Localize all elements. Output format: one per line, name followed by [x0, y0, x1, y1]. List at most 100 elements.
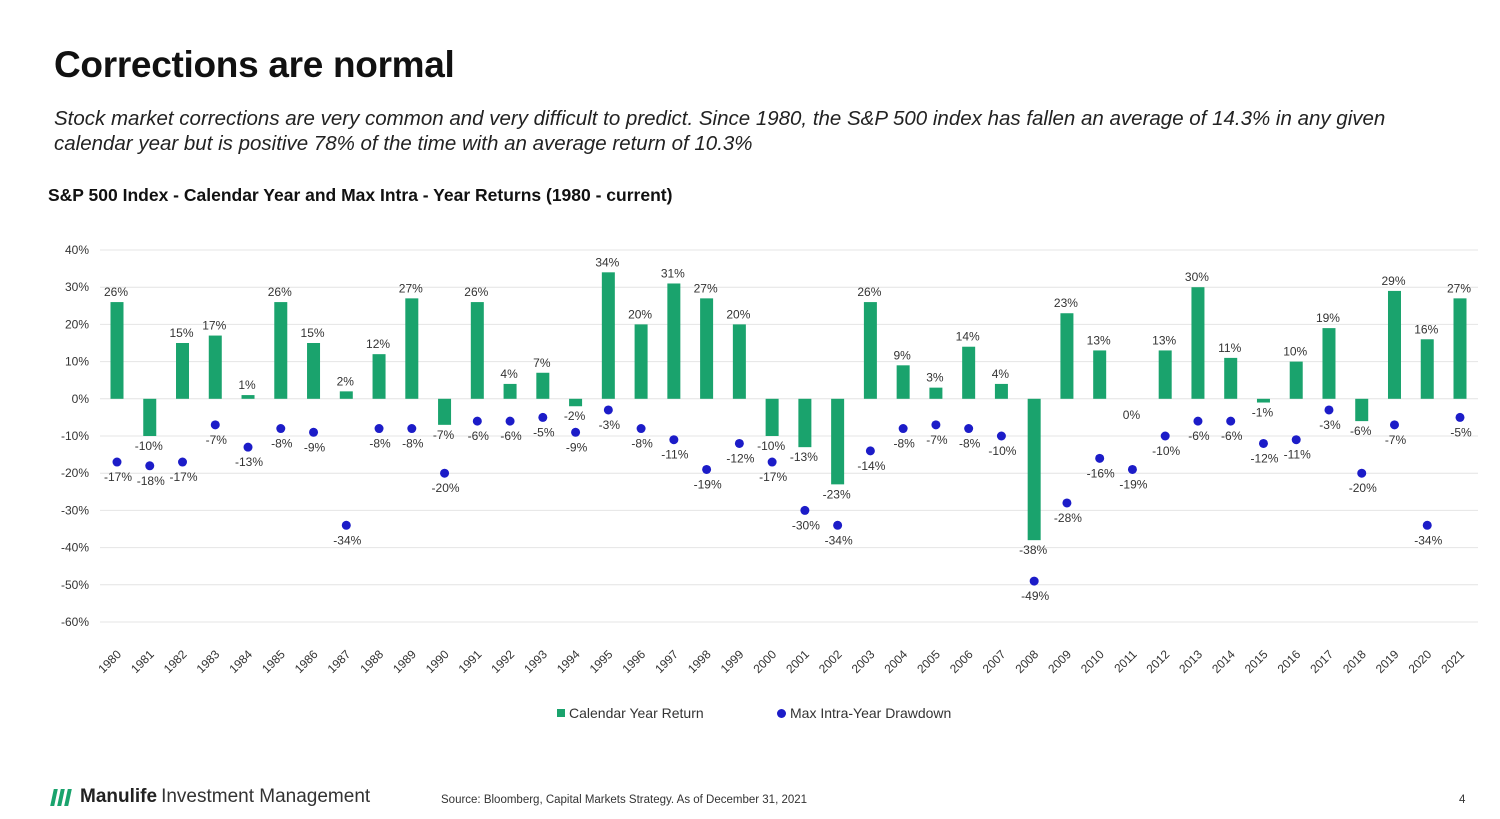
bar-label: 26% — [268, 285, 292, 299]
drawdown-point — [898, 424, 908, 434]
drawdown-point — [1455, 412, 1465, 422]
x-tick-label: 2013 — [1176, 647, 1205, 676]
x-tick-label: 1997 — [652, 647, 681, 676]
bar-label: -38% — [1019, 543, 1047, 557]
drawdown-point — [472, 416, 482, 426]
bar-label: 7% — [533, 356, 551, 370]
legend-label-drawdown: Max Intra-Year Drawdown — [790, 705, 952, 721]
drawdown-label: -49% — [1021, 589, 1049, 603]
legend-label-calendar: Calendar Year Return — [569, 705, 704, 721]
drawdown-label: -6% — [1188, 429, 1210, 443]
bar — [896, 365, 910, 399]
y-tick-label: -60% — [61, 615, 89, 629]
logo-brand: Manulife — [80, 786, 158, 807]
legend-item-drawdown: Max Intra-Year Drawdown — [777, 705, 951, 721]
x-tick-label: 2004 — [881, 647, 910, 676]
drawdown-label: -8% — [893, 437, 915, 451]
bar — [994, 383, 1008, 399]
bar-label: 4% — [500, 367, 518, 381]
bar-label: 0% — [1123, 408, 1141, 422]
drawdown-point — [1258, 438, 1268, 448]
chart-grid — [100, 249, 1478, 623]
x-tick-label: 2015 — [1242, 647, 1271, 676]
drawdown-point — [1389, 420, 1399, 430]
drawdown-label: -13% — [235, 455, 263, 469]
x-tick-label: 1996 — [619, 647, 648, 676]
bar — [798, 398, 812, 448]
drawdown-label: -3% — [599, 418, 621, 432]
drawdown-point — [603, 405, 613, 415]
drawdown-label: -9% — [566, 440, 588, 454]
bar-label: -23% — [823, 487, 851, 501]
page-number: 4 — [1459, 794, 1466, 806]
drawdown-point — [210, 420, 220, 430]
bar — [503, 383, 517, 399]
drawdown-point — [1029, 576, 1039, 586]
bar — [372, 354, 386, 399]
bar — [176, 343, 190, 399]
bar — [1322, 328, 1336, 399]
drawdown-point — [702, 464, 712, 474]
x-tick-label: 1988 — [357, 647, 386, 676]
bar-label: -10% — [757, 439, 785, 453]
bar — [110, 302, 124, 399]
drawdown-point — [931, 420, 941, 430]
x-tick-label: 1984 — [226, 647, 255, 676]
drawdown-label: -6% — [1221, 429, 1243, 443]
y-tick-label: -20% — [61, 466, 89, 480]
bar — [438, 398, 452, 425]
y-tick-label: 10% — [65, 355, 89, 369]
drawdown-point — [1226, 416, 1236, 426]
drawdown-series: -17% -18% -17% -7% -13% -8% -9% -34% -8% -8% -20% -… — [104, 405, 1472, 603]
bar — [1420, 339, 1434, 399]
drawdown-label: -11% — [1284, 448, 1311, 462]
page-title: Corrections are normal — [54, 44, 455, 85]
x-tick-label: 1992 — [488, 647, 517, 676]
drawdown-point — [1127, 464, 1137, 474]
bar — [1387, 290, 1401, 399]
drawdown-point — [178, 457, 188, 467]
bar-label: 11% — [1218, 341, 1241, 355]
drawdown-point — [276, 424, 286, 434]
x-axis: 1980 1981 1982 1983 1984 1985 1986 1987 1988 1989… — [95, 647, 1467, 676]
drawdown-point — [243, 442, 253, 452]
drawdown-label: -10% — [1152, 444, 1180, 458]
drawdown-point — [1062, 498, 1072, 508]
x-tick-label: 2000 — [750, 647, 779, 676]
bar — [1191, 287, 1205, 399]
returns-chart: 40% 30% 20% 10% 0% -10% -20% -30% -40% -50% -60% 2… — [61, 243, 1478, 676]
bar-label: 19% — [1316, 311, 1340, 325]
x-tick-label: 1990 — [423, 647, 452, 676]
drawdown-label: -17% — [170, 470, 198, 484]
drawdown-label: -8% — [271, 437, 293, 451]
x-tick-label: 2003 — [849, 647, 878, 676]
x-tick-label: 1980 — [95, 647, 124, 676]
bar-label: 17% — [202, 319, 226, 333]
bar — [1027, 398, 1041, 541]
bar — [831, 398, 845, 485]
bar — [1256, 398, 1270, 403]
drawdown-point — [1324, 405, 1334, 415]
drawdown-label: -20% — [1349, 481, 1377, 495]
drawdown-label: -3% — [1319, 418, 1341, 432]
x-tick-label: 2010 — [1078, 647, 1107, 676]
bar-label: 10% — [1283, 345, 1307, 359]
bar — [634, 324, 648, 399]
bar-label: -1% — [1252, 406, 1274, 420]
drawdown-label: -8% — [631, 437, 653, 451]
y-tick-label: -10% — [61, 429, 89, 443]
drawdown-point — [669, 435, 679, 445]
x-tick-label: 2017 — [1307, 647, 1336, 676]
drawdown-label: -11% — [661, 448, 688, 462]
bar-label: 20% — [726, 307, 750, 321]
drawdown-label: -6% — [500, 429, 522, 443]
drawdown-point — [833, 520, 843, 530]
drawdown-label: -7% — [206, 433, 228, 447]
drawdown-point — [1095, 453, 1105, 463]
bar-label: 23% — [1054, 296, 1078, 310]
bar-label: 2% — [337, 374, 355, 388]
bar-label: -2% — [564, 409, 586, 423]
x-tick-label: 2006 — [947, 647, 976, 676]
legend-item-calendar: Calendar Year Return — [557, 705, 704, 721]
bar-label: 20% — [628, 307, 652, 321]
